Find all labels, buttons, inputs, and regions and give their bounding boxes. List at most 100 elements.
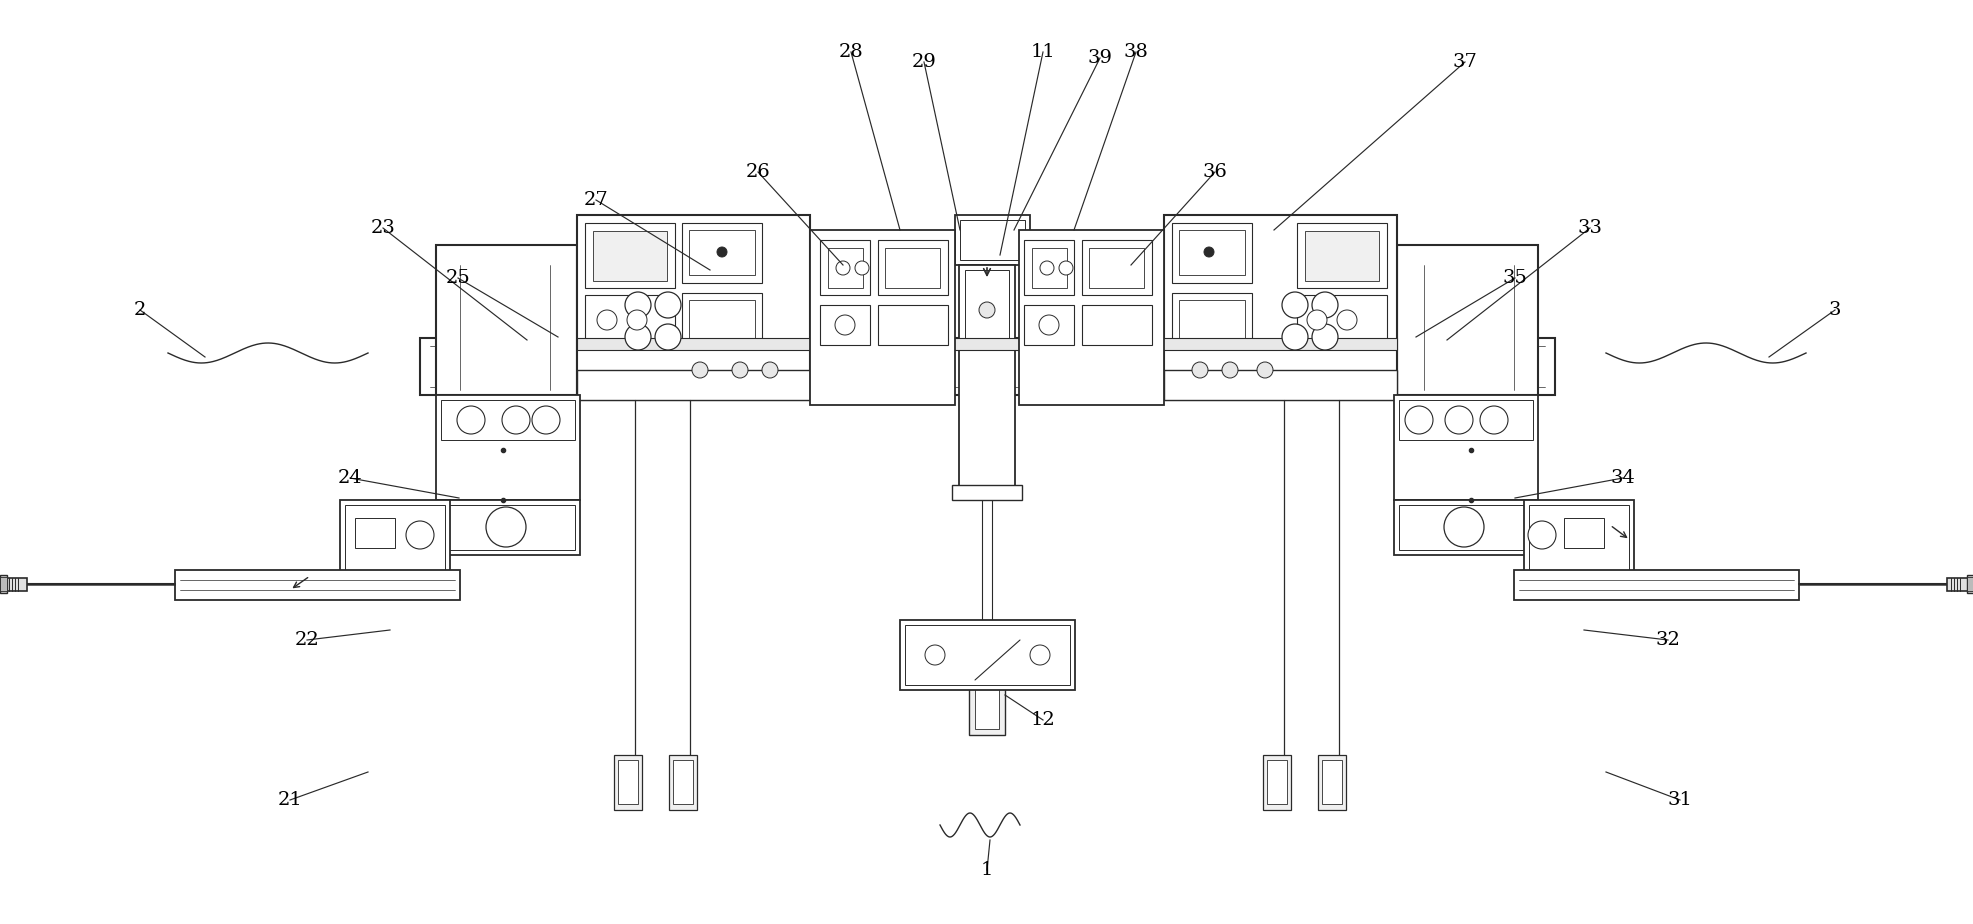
- Bar: [689, 300, 754, 340]
- Bar: [440, 505, 574, 550]
- Bar: [1945, 578, 1967, 591]
- Circle shape: [762, 362, 777, 378]
- Circle shape: [1480, 406, 1507, 434]
- Text: 34: 34: [1610, 469, 1634, 487]
- Bar: [1296, 295, 1387, 345]
- Bar: [1178, 230, 1245, 275]
- Bar: [576, 370, 809, 400]
- Circle shape: [1280, 324, 1308, 350]
- Text: 24: 24: [337, 469, 363, 487]
- Bar: [1322, 760, 1342, 804]
- Bar: [1164, 370, 1397, 400]
- Circle shape: [1306, 310, 1326, 330]
- Bar: [1018, 230, 1164, 405]
- Text: 22: 22: [294, 631, 320, 649]
- Bar: [6, 578, 28, 591]
- Circle shape: [1204, 247, 1213, 257]
- Bar: [584, 295, 675, 345]
- Text: 39: 39: [1087, 49, 1113, 67]
- Text: 35: 35: [1501, 269, 1527, 287]
- Text: 3: 3: [1827, 301, 1841, 319]
- Bar: [975, 685, 998, 729]
- Text: 27: 27: [584, 191, 608, 209]
- Bar: [436, 395, 580, 500]
- Circle shape: [627, 310, 647, 330]
- Circle shape: [1192, 362, 1207, 378]
- Bar: [1513, 570, 1797, 600]
- Bar: [1081, 240, 1152, 295]
- Bar: [819, 240, 870, 295]
- Circle shape: [485, 507, 525, 547]
- Bar: [681, 223, 762, 283]
- Text: 29: 29: [912, 53, 935, 71]
- Text: 33: 33: [1576, 219, 1602, 237]
- Text: 26: 26: [746, 163, 769, 181]
- Text: 23: 23: [371, 219, 395, 237]
- Bar: [345, 505, 444, 570]
- Bar: [673, 760, 693, 804]
- Text: 37: 37: [1452, 53, 1476, 71]
- Circle shape: [458, 406, 485, 434]
- Bar: [1965, 575, 1973, 593]
- Text: 11: 11: [1030, 43, 1056, 61]
- Bar: [1024, 240, 1073, 295]
- Bar: [576, 338, 1397, 350]
- Circle shape: [655, 324, 681, 350]
- Bar: [355, 518, 395, 548]
- Bar: [1965, 577, 1973, 591]
- Bar: [1263, 755, 1290, 810]
- Bar: [959, 220, 1024, 260]
- Bar: [1032, 248, 1067, 288]
- Text: 28: 28: [839, 43, 862, 61]
- Circle shape: [837, 261, 850, 275]
- Circle shape: [925, 645, 945, 665]
- Circle shape: [625, 292, 651, 318]
- Bar: [965, 270, 1008, 350]
- Bar: [900, 620, 1075, 690]
- Bar: [1304, 231, 1379, 281]
- Bar: [1399, 505, 1533, 550]
- Bar: [592, 231, 667, 281]
- Text: 21: 21: [278, 791, 302, 809]
- Bar: [1399, 400, 1533, 440]
- Circle shape: [1312, 292, 1338, 318]
- Circle shape: [835, 315, 854, 335]
- Bar: [576, 215, 809, 400]
- Text: 12: 12: [1030, 711, 1056, 729]
- Bar: [669, 755, 696, 810]
- Bar: [904, 625, 1069, 685]
- Bar: [969, 680, 1004, 735]
- Bar: [618, 760, 637, 804]
- Bar: [959, 265, 1014, 495]
- Bar: [884, 248, 939, 288]
- Bar: [1563, 518, 1604, 548]
- Circle shape: [854, 261, 868, 275]
- Circle shape: [732, 362, 748, 378]
- Bar: [951, 485, 1022, 500]
- Text: 2: 2: [134, 301, 146, 319]
- Bar: [440, 400, 574, 440]
- Bar: [1164, 215, 1397, 400]
- Circle shape: [1336, 310, 1355, 330]
- Bar: [614, 755, 641, 810]
- Circle shape: [1030, 645, 1050, 665]
- Text: 32: 32: [1655, 631, 1679, 649]
- Bar: [878, 240, 947, 295]
- Bar: [1318, 755, 1346, 810]
- Bar: [584, 223, 675, 288]
- Circle shape: [1444, 507, 1484, 547]
- Text: 1: 1: [981, 861, 992, 879]
- Bar: [1024, 305, 1073, 345]
- Circle shape: [1040, 261, 1054, 275]
- Circle shape: [1527, 521, 1555, 549]
- Bar: [809, 230, 955, 405]
- Bar: [1089, 248, 1144, 288]
- Bar: [827, 248, 862, 288]
- Bar: [0, 575, 8, 593]
- Bar: [681, 293, 762, 348]
- Bar: [339, 500, 450, 575]
- Bar: [1523, 500, 1634, 575]
- Bar: [878, 305, 947, 345]
- Circle shape: [716, 247, 726, 257]
- Circle shape: [1257, 362, 1273, 378]
